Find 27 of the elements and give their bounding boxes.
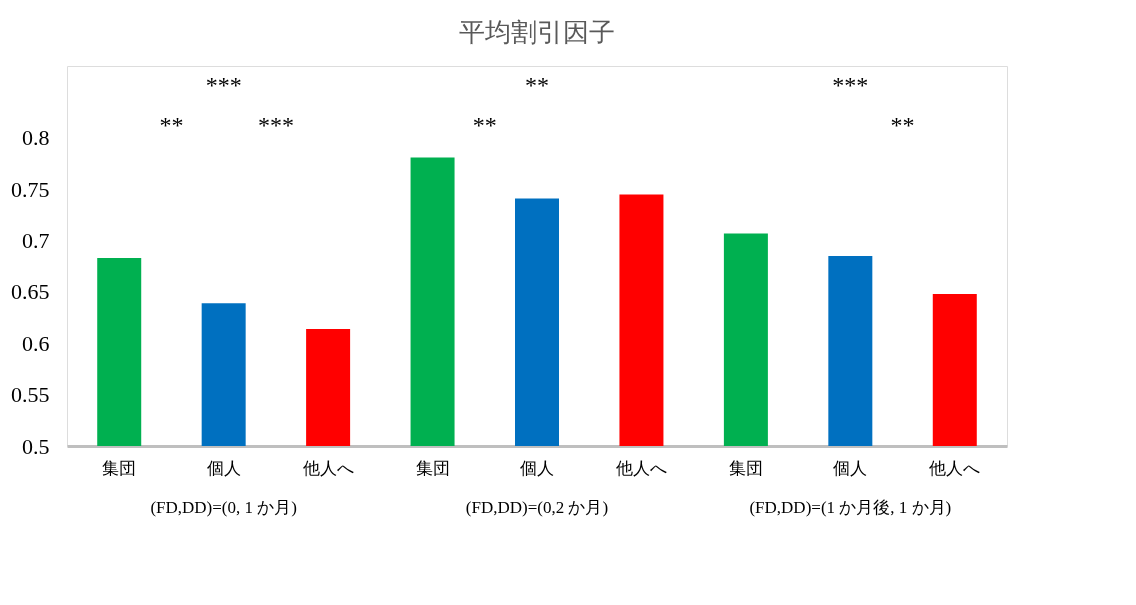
y-tick-label: 0.75: [11, 176, 50, 202]
annotation: ***: [257, 112, 294, 138]
y-tick-label: 0.65: [11, 279, 50, 305]
x-tick-label: 個人: [520, 458, 554, 478]
x-tick-label: 他人へ: [615, 458, 667, 478]
y-tick-label: 0.8: [22, 125, 50, 151]
x-tick-label: 集団: [102, 458, 137, 478]
annotation: **: [890, 112, 915, 138]
y-tick-label: 0.55: [11, 382, 50, 408]
text: (FD,DD)=(0, 1 か月): [150, 498, 297, 517]
text: (FD,DD)=(0,2 か月): [465, 498, 609, 517]
annotation: ***: [205, 72, 242, 98]
x-tick-label: 集団: [728, 458, 763, 478]
x-tick-label: 個人: [206, 458, 241, 478]
annotation: **: [525, 72, 549, 98]
annotation: ***: [832, 72, 869, 98]
y-tick-label: 0.7: [22, 228, 50, 254]
y-tick-label: 0.6: [22, 330, 50, 356]
annotation: **: [472, 112, 497, 138]
x-tick-label: 個人: [833, 458, 868, 478]
x-tick-label: 集団: [415, 458, 450, 478]
annotation: **: [159, 112, 184, 138]
x-tick-label: 他人へ: [929, 458, 981, 478]
text: (FD,DD)=(1 か月後, 1 か月): [749, 498, 952, 517]
x-tick-label: 他人へ: [302, 458, 354, 478]
chart-title: 平均割引因子: [459, 18, 615, 47]
y-tick-label: 0.5: [22, 433, 50, 459]
